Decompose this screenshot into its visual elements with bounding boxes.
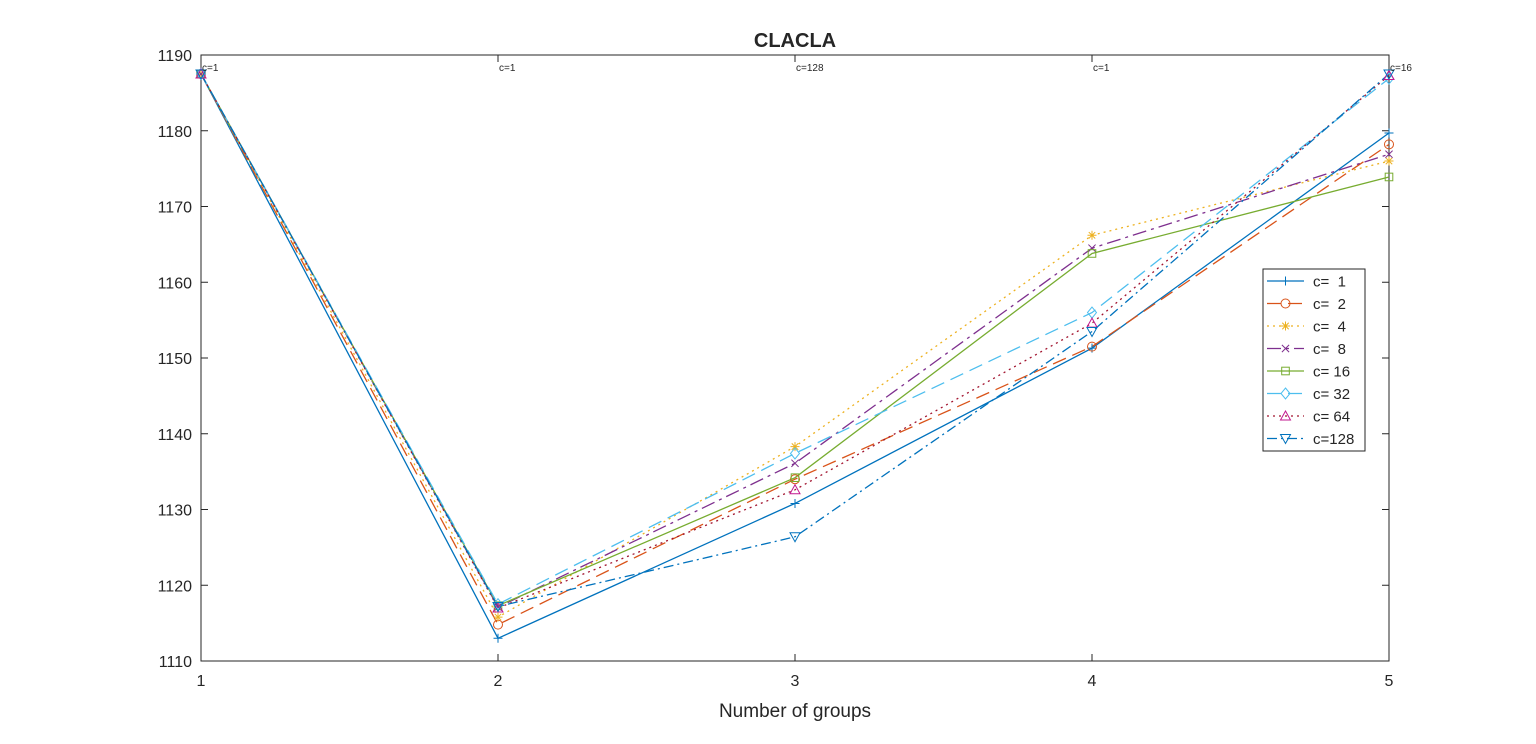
y-tick-label: 1160: [158, 275, 193, 292]
data-point-marker: [790, 474, 800, 485]
y-tick-labels: 1110 1120 1130 1140 1150 1160 1170 1180 1190: [158, 48, 193, 671]
data-point-marker: [493, 612, 503, 622]
point-annotation: c=1: [1093, 63, 1110, 74]
legend-label: c= 8: [1313, 341, 1346, 358]
legend-label: c= 64: [1313, 409, 1350, 426]
data-point-marker: [1384, 128, 1394, 138]
legend-label: c= 4: [1313, 319, 1346, 336]
legend-label: c= 1: [1313, 274, 1346, 291]
data-point-marker: [789, 447, 801, 460]
x-tick-label: 4: [1088, 673, 1097, 690]
data-point-marker: [789, 532, 801, 543]
legend-label: c= 32: [1313, 386, 1350, 403]
x-tick-label: 5: [1385, 673, 1394, 690]
point-annotation: c=1: [202, 63, 219, 74]
x-tick-label: 2: [494, 673, 503, 690]
series-line: [200, 73, 1390, 608]
y-tick-label: 1110: [159, 654, 192, 671]
data-point-marker: [1280, 387, 1291, 400]
data-point-marker: [791, 459, 799, 468]
data-point-marker: [1281, 276, 1290, 286]
data-point-marker: [1385, 150, 1393, 159]
legend-label: c=128: [1313, 431, 1354, 448]
legend-label: c= 16: [1313, 364, 1350, 381]
data-point-marker: [790, 498, 800, 508]
data-point-marker: [1281, 366, 1290, 376]
point-annotation: c=1: [499, 63, 516, 74]
x-axis-title: Number of groups: [719, 701, 871, 722]
data-point-marker: [195, 69, 207, 80]
series-line: [200, 73, 1390, 606]
data-point-marker: [1087, 230, 1097, 240]
legend: c= 1 c= 2 c= 4 c= 8 c= 16 c= 32 c= 64 c=128: [1262, 268, 1366, 452]
axis-ticks: [200, 54, 1390, 662]
data-point-marker: [1086, 326, 1098, 338]
data-point-marker: [790, 473, 800, 482]
y-tick-label: 1120: [158, 578, 193, 595]
data-point-marker: [1281, 344, 1290, 353]
series-markers: [195, 67, 1395, 643]
series-line: [200, 73, 1390, 626]
data-point-marker: [493, 633, 503, 643]
point-annotation: c=128: [796, 63, 824, 74]
point-annotations: c=1 c=1 c=128 c=1 c=16: [202, 63, 1412, 74]
y-tick-label: 1150: [158, 351, 193, 368]
data-point-marker: [492, 601, 504, 613]
x-tick-label: 1: [197, 673, 206, 690]
data-point-marker: [1384, 172, 1394, 182]
y-tick-label: 1140: [158, 427, 193, 444]
data-point-marker: [789, 483, 801, 495]
legend-box: [1262, 268, 1366, 452]
data-point-marker: [1087, 341, 1097, 352]
chart-title: CLACLA: [754, 30, 836, 52]
data-point-marker: [1384, 156, 1394, 166]
data-point-marker: [790, 442, 800, 452]
data-point-marker: [1088, 244, 1096, 253]
data-point-marker: [1087, 249, 1097, 258]
data-point-marker: [1383, 69, 1395, 80]
data-point-marker: [1280, 298, 1291, 309]
legend-label: c= 2: [1313, 296, 1346, 313]
x-tick-label: 3: [791, 673, 800, 690]
data-point-marker: [1281, 321, 1290, 331]
y-tick-label: 1130: [158, 503, 193, 520]
y-tick-label: 1190: [158, 48, 193, 65]
data-point-marker: [1279, 409, 1292, 421]
x-tick-labels: 1 2 3 4 5: [197, 673, 1394, 690]
y-tick-label: 1180: [158, 124, 193, 141]
data-point-marker: [1384, 139, 1394, 150]
series-line: [200, 73, 1390, 609]
y-tick-label: 1170: [158, 200, 193, 217]
plot-area: [200, 54, 1390, 662]
point-annotation: c=16: [1390, 63, 1412, 74]
data-point-marker: [1279, 434, 1292, 445]
